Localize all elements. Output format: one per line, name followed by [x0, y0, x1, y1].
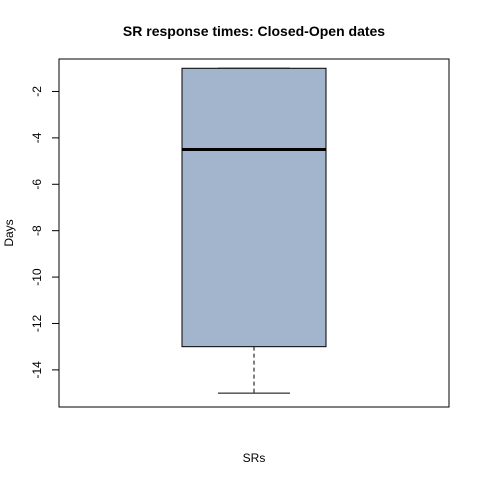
y-tick-label: -12 — [30, 314, 44, 332]
y-tick-label: -8 — [30, 225, 44, 236]
y-axis: -2 -4 -6 -8 -10 -12 -14 — [30, 86, 60, 379]
chart-title: SR response times: Closed-Open dates — [123, 23, 385, 39]
y-tick-label: -4 — [30, 132, 44, 143]
x-axis-label: SRs — [243, 451, 266, 465]
y-tick-label: -14 — [30, 361, 44, 379]
y-axis-label: Days — [2, 219, 16, 246]
y-tick-label: -6 — [30, 179, 44, 190]
y-tick-label: -2 — [30, 86, 44, 97]
y-tick-label: -10 — [30, 268, 44, 286]
box-group — [181, 67, 327, 394]
iqr-box — [181, 67, 327, 348]
